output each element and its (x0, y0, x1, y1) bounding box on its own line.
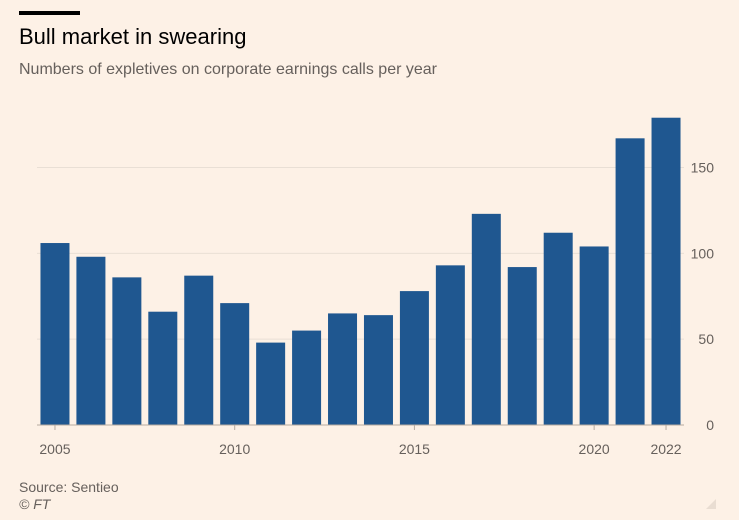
top-rule (19, 11, 80, 15)
bar-2011 (256, 342, 286, 425)
bar-chart: 0 50 100 150 2005 2010 2015 2020 2022 (37, 117, 715, 457)
bar-2014 (363, 315, 393, 425)
grid-lines (37, 167, 684, 340)
bar-2018 (507, 267, 537, 425)
x-tick-label: 2020 (579, 441, 610, 457)
bar-2006 (76, 256, 106, 425)
resize-handle-icon (706, 499, 716, 509)
x-tick-label: 2022 (650, 441, 681, 457)
bar-2016 (435, 265, 465, 425)
y-tick-label: 50 (698, 331, 714, 347)
y-tick-label: 150 (691, 160, 715, 176)
bar-2012 (292, 330, 322, 425)
bar-2017 (471, 213, 501, 425)
bar-2015 (399, 291, 429, 425)
bar-2005 (40, 243, 70, 425)
bar-2019 (543, 232, 573, 425)
bars (40, 117, 681, 426)
x-axis-ticks: 2005 2010 2015 2020 2022 (39, 425, 682, 457)
bar-2022 (651, 117, 681, 425)
bar-2013 (328, 313, 358, 425)
y-axis-ticks: 0 50 100 150 (691, 160, 715, 434)
bar-2009 (184, 275, 214, 425)
bar-2020 (579, 246, 609, 425)
bar-2007 (112, 277, 142, 425)
copyright-credit: © FT (19, 496, 51, 512)
x-tick-label: 2015 (399, 441, 430, 457)
chart-subtitle: Numbers of expletives on corporate earni… (19, 61, 437, 78)
x-tick-label: 2005 (39, 441, 70, 457)
bar-2010 (220, 303, 250, 425)
y-tick-label: 100 (691, 245, 715, 261)
y-tick-label: 0 (706, 417, 714, 433)
bar-2008 (148, 311, 178, 425)
source-note: Source: Sentieo (19, 479, 119, 495)
x-tick-label: 2010 (219, 441, 250, 457)
chart-title: Bull market in swearing (19, 24, 247, 49)
bar-2021 (615, 138, 645, 426)
